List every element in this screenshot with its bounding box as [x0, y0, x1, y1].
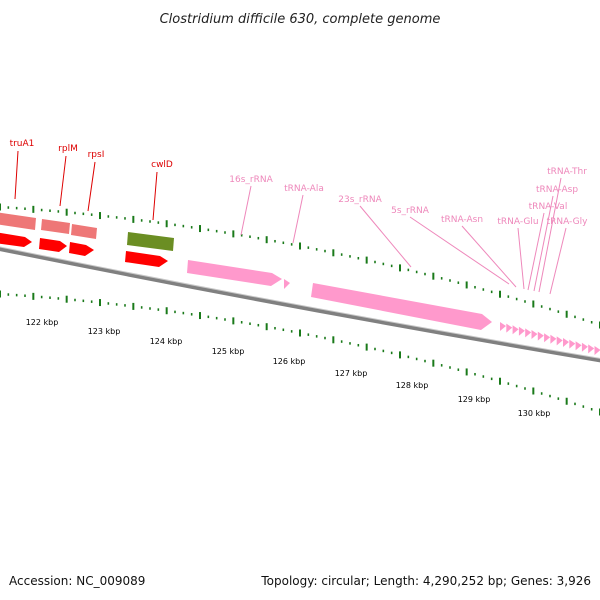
inner-tick-ring — [0, 290, 600, 416]
gene-label-rplM: rplM — [58, 144, 78, 154]
rna-label-tRNA-Thr: tRNA-Thr — [547, 167, 587, 177]
leader-line — [87, 161, 96, 212]
leader-line — [292, 194, 304, 244]
gene-truA1-feature — [0, 212, 36, 230]
rna-tRNA-Ala-feature — [284, 279, 290, 289]
cds-arrow — [69, 242, 94, 256]
leader-line — [359, 205, 412, 268]
cds-arrow — [0, 232, 32, 247]
leader-line — [533, 195, 554, 292]
rna-label-16s: 16s_rRNA — [229, 175, 273, 185]
leader-line — [59, 155, 67, 207]
trna-arrow — [518, 326, 525, 336]
leader-line — [14, 150, 19, 200]
trna-arrow — [544, 333, 551, 343]
map-title: Clostridium difficile 630, complete geno… — [160, 12, 441, 27]
rna-label-23s: 23s_rRNA — [338, 195, 382, 205]
ruler-label: 128 kbp — [396, 381, 429, 390]
label-leaders — [14, 150, 567, 295]
outer-tick-ring — [0, 203, 600, 329]
accession-text: Accession: NC_009089 — [9, 574, 145, 588]
leader-line — [517, 227, 525, 290]
leader-line — [240, 185, 252, 236]
rna-label-5s: 5s_rRNA — [391, 206, 430, 216]
ruler-label: 124 kbp — [150, 337, 183, 346]
leader-line — [538, 177, 562, 293]
ruler-label: 122 kbp — [26, 318, 59, 327]
leader-line — [527, 212, 545, 291]
leader-line — [409, 216, 510, 285]
trna-arrow — [512, 325, 519, 335]
leader-line — [461, 225, 517, 288]
trna-arrow — [581, 342, 588, 352]
cds-arrow — [125, 251, 168, 267]
trna-arrow — [556, 336, 563, 346]
gene-label-cwlD: cwlD — [151, 160, 173, 170]
rna-label-tRNA-Gly: tRNA-Gly — [547, 217, 589, 227]
gene-cwlD-feature — [127, 232, 174, 251]
gene-label-rpsI: rpsI — [88, 150, 105, 160]
rna-16s-feature — [187, 260, 282, 286]
cds-arrow — [39, 238, 67, 252]
rna-label-tRNA-Glu: tRNA-Glu — [497, 217, 538, 227]
gene-rplM-feature — [41, 219, 70, 234]
ruler-label: 130 kbp — [518, 409, 551, 418]
trna-arrow — [537, 331, 544, 341]
trna-arrow — [588, 344, 595, 354]
ruler-label: 126 kbp — [273, 357, 306, 366]
leader-line — [152, 171, 158, 221]
ruler-label: 127 kbp — [335, 369, 368, 378]
gene-rpsI-feature — [71, 224, 97, 239]
ruler-label: 123 kbp — [88, 327, 121, 336]
trna-arrow — [594, 346, 600, 355]
rna-label-tRNA-Ala: tRNA-Ala — [284, 184, 324, 194]
rna-label-tRNA-Asn: tRNA-Asn — [441, 215, 483, 225]
trna-arrow — [563, 338, 569, 347]
ruler-label: 125 kbp — [212, 347, 245, 356]
genome-backbone — [0, 246, 600, 363]
gene-label-truA1: truA1 — [10, 139, 35, 149]
rna-23s-feature — [311, 283, 492, 330]
genome-backbone-highlight — [0, 246, 600, 359]
trna-arrow — [506, 323, 513, 333]
genome-summary-text: Topology: circular; Length: 4,290,252 bp… — [260, 574, 591, 588]
rna-label-tRNA-Asp: tRNA-Asp — [536, 185, 578, 195]
trna-arrow — [550, 334, 557, 344]
trna-cluster — [500, 322, 600, 355]
trna-arrow — [575, 341, 582, 351]
trna-arrow — [531, 330, 538, 339]
ruler-label: 129 kbp — [458, 395, 491, 404]
trna-arrow — [500, 322, 506, 331]
trna-arrow — [525, 328, 532, 338]
rna-label-tRNA-Val: tRNA-Val — [529, 202, 568, 212]
leader-line — [549, 227, 567, 295]
trna-arrow — [569, 339, 576, 349]
features-layer — [0, 212, 600, 355]
